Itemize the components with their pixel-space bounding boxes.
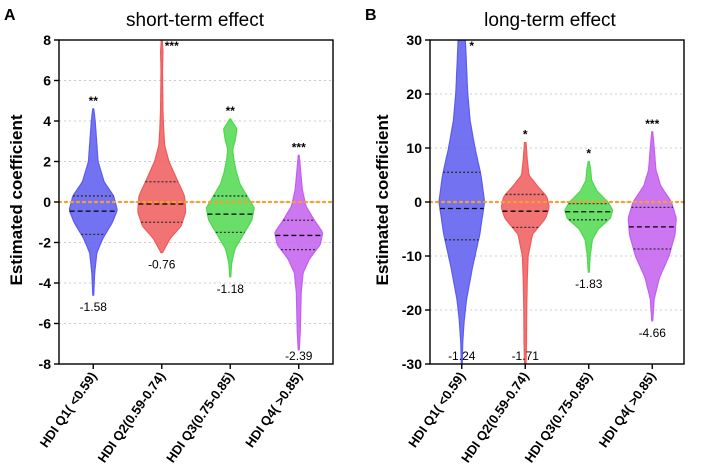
panel-a-letter: A	[4, 7, 16, 24]
x-tick-label: HDI Q3(0.75-0.85)	[522, 369, 596, 465]
x-tick-label: HDI Q3(0.75-0.85)	[163, 369, 237, 465]
y-tick-label: -6	[39, 316, 52, 332]
y-tick-label: 6	[43, 73, 51, 89]
significance-mark: ***	[292, 140, 306, 154]
y-tick-label: -8	[39, 356, 52, 372]
x-tick-label: HDI Q4( >0.85)	[596, 369, 659, 450]
violin-4	[627, 131, 677, 322]
significance-mark: **	[226, 104, 236, 118]
violin-4	[274, 154, 324, 351]
panel-b-letter: B	[365, 7, 377, 24]
x-tick-label: HDI Q2(0.59-0.74)	[95, 369, 169, 465]
value-label: -2.39	[285, 349, 313, 363]
significance-mark: **	[89, 94, 99, 108]
violins	[68, 40, 324, 351]
violin-2	[137, 40, 187, 254]
y-tick-label: -10	[402, 248, 422, 264]
value-label: -1.18	[217, 282, 245, 296]
significance-mark: *	[586, 147, 591, 161]
panel-b-title: long-term effect	[484, 10, 616, 31]
y-tick-label: 8	[43, 32, 51, 48]
x-tick-label: HDI Q2(0.59-0.74)	[458, 369, 532, 465]
panel-b-ylabel: Estimated coefficient	[373, 114, 392, 285]
y-tick-label: 10	[406, 140, 422, 156]
x-tick-label: HDI Q4( >0.85)	[242, 369, 305, 450]
y-tick-label: -20	[402, 302, 422, 318]
significance-mark: ***	[645, 117, 659, 131]
violin-3	[564, 160, 614, 273]
value-label: -4.66	[639, 326, 667, 340]
violin-3	[205, 118, 255, 278]
significance-mark: ***	[165, 39, 179, 53]
y-tick-label: 20	[406, 86, 422, 102]
violin-2	[500, 142, 550, 364]
panel-a-ylabel: Estimated coefficient	[7, 114, 26, 285]
y-tick-label: -4	[39, 275, 52, 291]
value-label: -0.76	[148, 258, 176, 272]
y-tick-label: 0	[43, 194, 51, 210]
significance-mark: *	[523, 128, 528, 142]
y-tick-label: -30	[402, 356, 422, 372]
y-tick-label: -2	[39, 235, 52, 251]
y-tick-label: 4	[43, 113, 51, 129]
value-label: -1.58	[80, 300, 108, 314]
significance-mark: *	[469, 39, 474, 53]
value-label: -1.24	[448, 349, 476, 363]
y-tick-label: 30	[406, 32, 422, 48]
y-tick-label: 0	[414, 194, 422, 210]
panel-a-title: short-term effect	[126, 10, 265, 31]
value-label: -1.71	[512, 349, 540, 363]
x-tick-label: HDI Q1( <0.59)	[37, 369, 100, 450]
value-label: -1.83	[575, 277, 603, 291]
x-tick-label: HDI Q1( <0.59)	[405, 369, 468, 450]
y-tick-label: 2	[43, 154, 51, 170]
